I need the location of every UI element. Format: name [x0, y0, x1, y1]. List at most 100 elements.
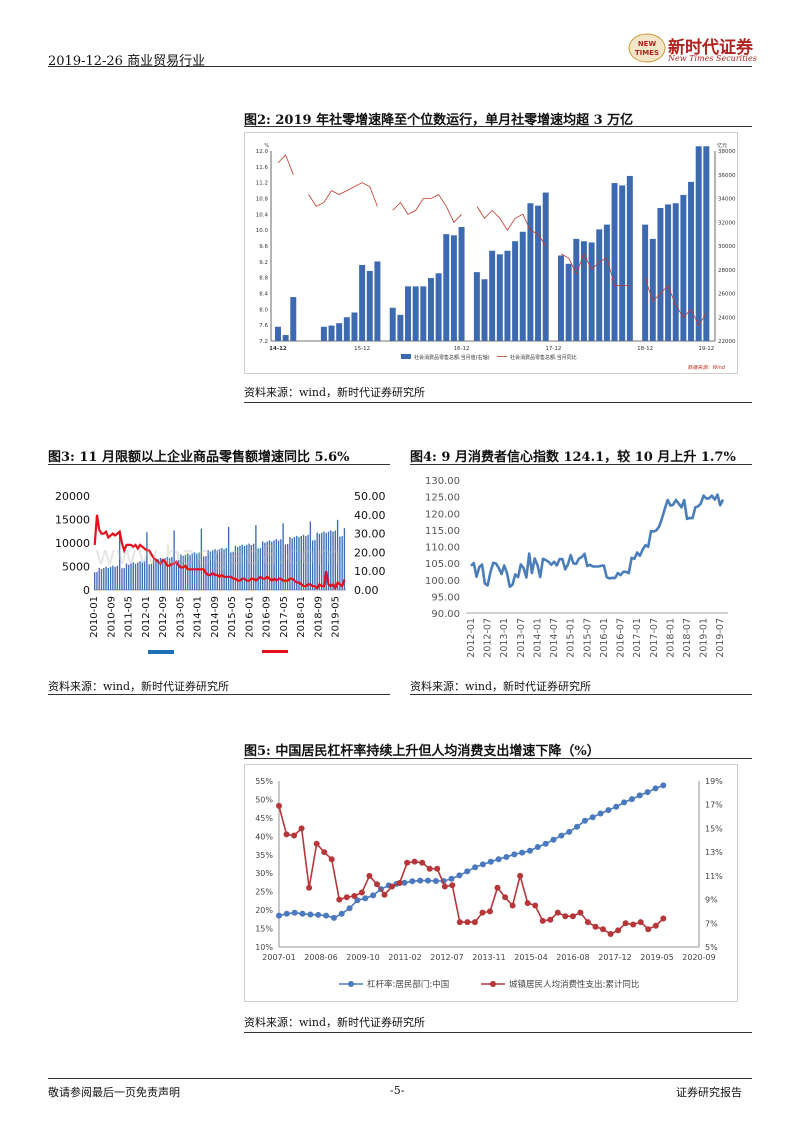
- fig3-left-tick: 10000: [55, 537, 90, 550]
- fig4-source-divider: [410, 694, 752, 695]
- fig3-bar: [150, 563, 153, 590]
- fig3-bar: [109, 566, 112, 590]
- fig5-series-point: [534, 844, 541, 850]
- fig5-series-point: [645, 926, 652, 933]
- fig5-series-point: [471, 919, 478, 926]
- fig5-series-point: [509, 902, 516, 909]
- fig3-bar: [332, 531, 334, 590]
- fig5-left-tick: 45%: [255, 814, 273, 823]
- fig3-bar: [100, 569, 103, 590]
- fig5-source: 资料来源：wind，新时代证券研究所: [244, 1016, 426, 1029]
- fig5-series-point: [566, 828, 573, 835]
- fig3-bar: [298, 537, 300, 590]
- fig3-bar: [96, 571, 98, 590]
- fig5-series-point: [330, 914, 337, 921]
- fig3-bar: [307, 534, 309, 590]
- fig2-left-tick: 7.2: [259, 339, 268, 345]
- fig5-x-tick: 2012-07: [430, 953, 463, 962]
- fig5-series-point: [409, 878, 416, 885]
- fig5-series-line: [278, 805, 664, 935]
- fig3-bar: [305, 536, 307, 590]
- fig3-bar: [316, 532, 318, 590]
- fig3-bar: [232, 552, 234, 590]
- fig5-series-point: [584, 919, 591, 926]
- fig3-bar: [116, 565, 119, 590]
- fig2-bar: [275, 326, 281, 341]
- fig2-left-tick: 9.6: [259, 244, 268, 250]
- fig3-bar: [123, 567, 125, 590]
- fig5-right-tick: 5%: [705, 943, 718, 952]
- fig4-x-tick: 2016-01: [599, 618, 610, 658]
- fig2-bar: [695, 146, 702, 341]
- fig2-bar: [320, 326, 327, 341]
- fig5-series-point: [374, 881, 380, 888]
- logo-badge-bottom: TIMES: [635, 49, 659, 57]
- fig2-bar: [405, 286, 412, 341]
- fig5-x-tick: 2007-01: [262, 953, 295, 962]
- fig2-left-tick: 8.8: [259, 276, 268, 282]
- fig2-bar: [328, 325, 335, 341]
- fig3-legend-bar-swatch: [148, 650, 174, 654]
- fig4-x-tick: 2016-07: [616, 618, 627, 658]
- fig5-series-point: [370, 892, 377, 899]
- fig2-x-tick: 19-12: [698, 346, 714, 352]
- fig5-legend-dot-consumption: [490, 981, 496, 987]
- fig4-x-tick: 2015-07: [582, 618, 593, 658]
- fig5-series-point: [637, 919, 644, 926]
- fig3-chart: 20000 15000 10000 5000 0 50.00 40.00 30.00 20.00…: [55, 490, 386, 654]
- fig2-bar: [527, 203, 534, 341]
- footer-disclaimer: 敬请参阅最后一页免责声明: [48, 1086, 180, 1099]
- fig3-bar: [282, 523, 284, 590]
- fig5-series-point: [547, 916, 554, 923]
- fig5-chart-frame: 55% 50% 45% 40% 35% 30% 25% 20% 15% 10% 19% 17% 15% 1…: [244, 764, 738, 1002]
- fig2-right-tick: 38000: [718, 149, 736, 155]
- fig5-series-point: [404, 859, 411, 866]
- fig4-chart: 130.00 125.00 120.00 115.00 110.00 105.00 100.…: [425, 476, 728, 658]
- fig2-bar: [565, 263, 572, 341]
- fig5-series-point: [432, 878, 439, 884]
- fig2-bar: [542, 192, 549, 341]
- fig3-bar: [196, 553, 198, 590]
- fig5-series-point: [291, 832, 298, 839]
- fig2-right-unit: 亿元: [717, 142, 727, 149]
- fig4-y-tick: 100.00: [425, 576, 460, 587]
- fig2-bar: [374, 261, 381, 341]
- fig5-series-point: [605, 807, 612, 814]
- fig3-bar: [157, 559, 159, 590]
- fig3-x-tick: 2015-05: [227, 596, 238, 638]
- fig5-series-point: [577, 909, 584, 916]
- fig3-bar: [184, 554, 187, 590]
- fig5-series-point: [607, 931, 614, 937]
- fig5-series-point: [628, 796, 635, 803]
- fig5-series-point: [411, 858, 418, 865]
- fig4-x-tick: 2014-01: [532, 618, 543, 658]
- fig5-series-point: [558, 832, 565, 839]
- fig4-y-tick: 115.00: [425, 526, 460, 537]
- fig2-left-tick: 8.0: [259, 307, 268, 313]
- fig5-series-point: [613, 803, 620, 810]
- fig3-bar: [264, 542, 266, 590]
- fig2-right-tick: 30000: [718, 244, 736, 250]
- fig3-title-divider: [48, 464, 390, 465]
- fig3-bar: [266, 541, 268, 590]
- fig2-x-tick: 14-12: [269, 346, 287, 352]
- fig3-x-tick: 2011-05: [124, 596, 135, 638]
- fig2-bar: [596, 229, 603, 341]
- fig2-bar: [626, 175, 633, 341]
- fig5-left-tick: 50%: [255, 795, 273, 804]
- fig3-bar: [311, 540, 314, 590]
- fig4-x-tick: 2017-01: [632, 618, 643, 658]
- fig5-left-tick: 40%: [255, 832, 273, 841]
- fig4-x-tick: 2018-01: [665, 618, 676, 658]
- fig5-series-point: [622, 920, 629, 927]
- fig3-bar: [280, 539, 282, 590]
- fig3-bar: [275, 539, 277, 590]
- fig2-right-tick: 26000: [718, 292, 736, 298]
- fig3-bar: [168, 558, 171, 590]
- fig3-bar: [130, 563, 132, 590]
- fig4-x-tick: 2012-01: [466, 618, 477, 658]
- fig3-bar: [262, 541, 264, 590]
- fig2-left-tick: 10.4: [256, 212, 269, 218]
- fig3-x-tick: 2012-01: [141, 596, 152, 638]
- fig2-bar: [282, 335, 289, 341]
